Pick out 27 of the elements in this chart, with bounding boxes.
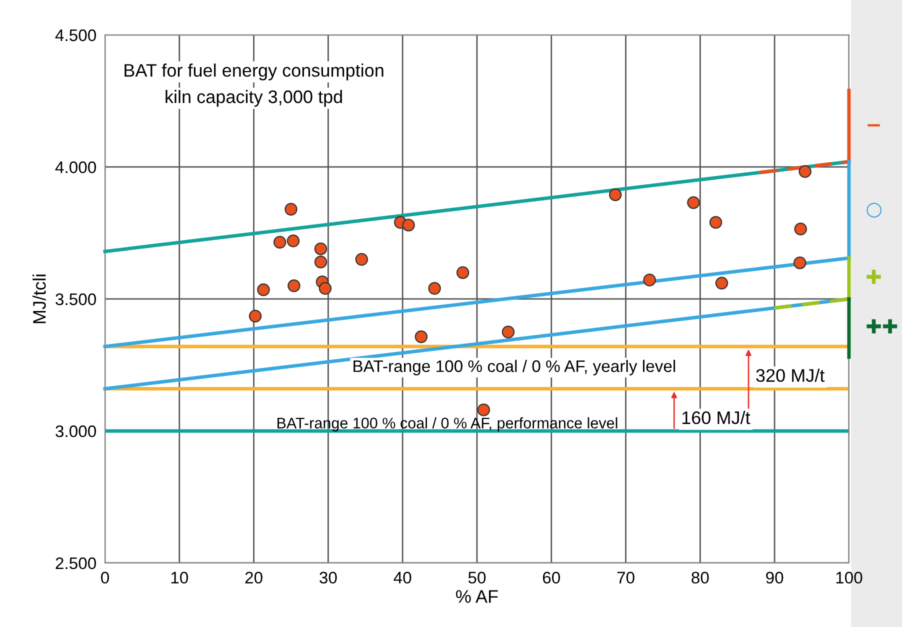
series-label: ✚ bbox=[866, 270, 881, 284]
y-axis-title: MJ/tcli bbox=[32, 274, 46, 324]
series-label: ✚✚ bbox=[866, 319, 898, 334]
text: BAT for fuel energy consumption bbox=[124, 64, 384, 80]
x-tick-label: 10 bbox=[171, 572, 188, 584]
x-tick-label: 50 bbox=[468, 572, 486, 584]
series-label: − bbox=[868, 124, 880, 126]
y-tick-label: 3.500 bbox=[56, 293, 96, 306]
series-label: ○ bbox=[866, 202, 882, 218]
x-axis-title: % AF bbox=[456, 590, 498, 603]
y-tick-label: 2.500 bbox=[56, 557, 96, 570]
annotation: 320 MJ/t bbox=[756, 368, 825, 382]
x-tick-label: 90 bbox=[766, 572, 784, 584]
x-tick-label: 80 bbox=[692, 572, 709, 584]
x-tick-label: 30 bbox=[320, 572, 337, 584]
annotation: 160 MJ/t bbox=[682, 410, 750, 424]
x-tick-label: 40 bbox=[394, 572, 412, 584]
x-tick-label: 0 bbox=[101, 572, 109, 584]
annotation: BAT-range 100 % coal / 0 % AF, yearly level bbox=[354, 360, 676, 376]
x-tick-label: 100 bbox=[836, 572, 862, 584]
y-tick-label: 3.000 bbox=[56, 425, 96, 438]
y-tick-label: 4.500 bbox=[55, 29, 96, 42]
x-tick-label: 60 bbox=[542, 572, 560, 584]
y-tick-label: 4.000 bbox=[55, 161, 96, 174]
x-tick-label: 20 bbox=[245, 572, 262, 584]
text: kiln capacity 3,000 tpd bbox=[166, 90, 342, 107]
x-tick-label: 70 bbox=[617, 572, 634, 584]
